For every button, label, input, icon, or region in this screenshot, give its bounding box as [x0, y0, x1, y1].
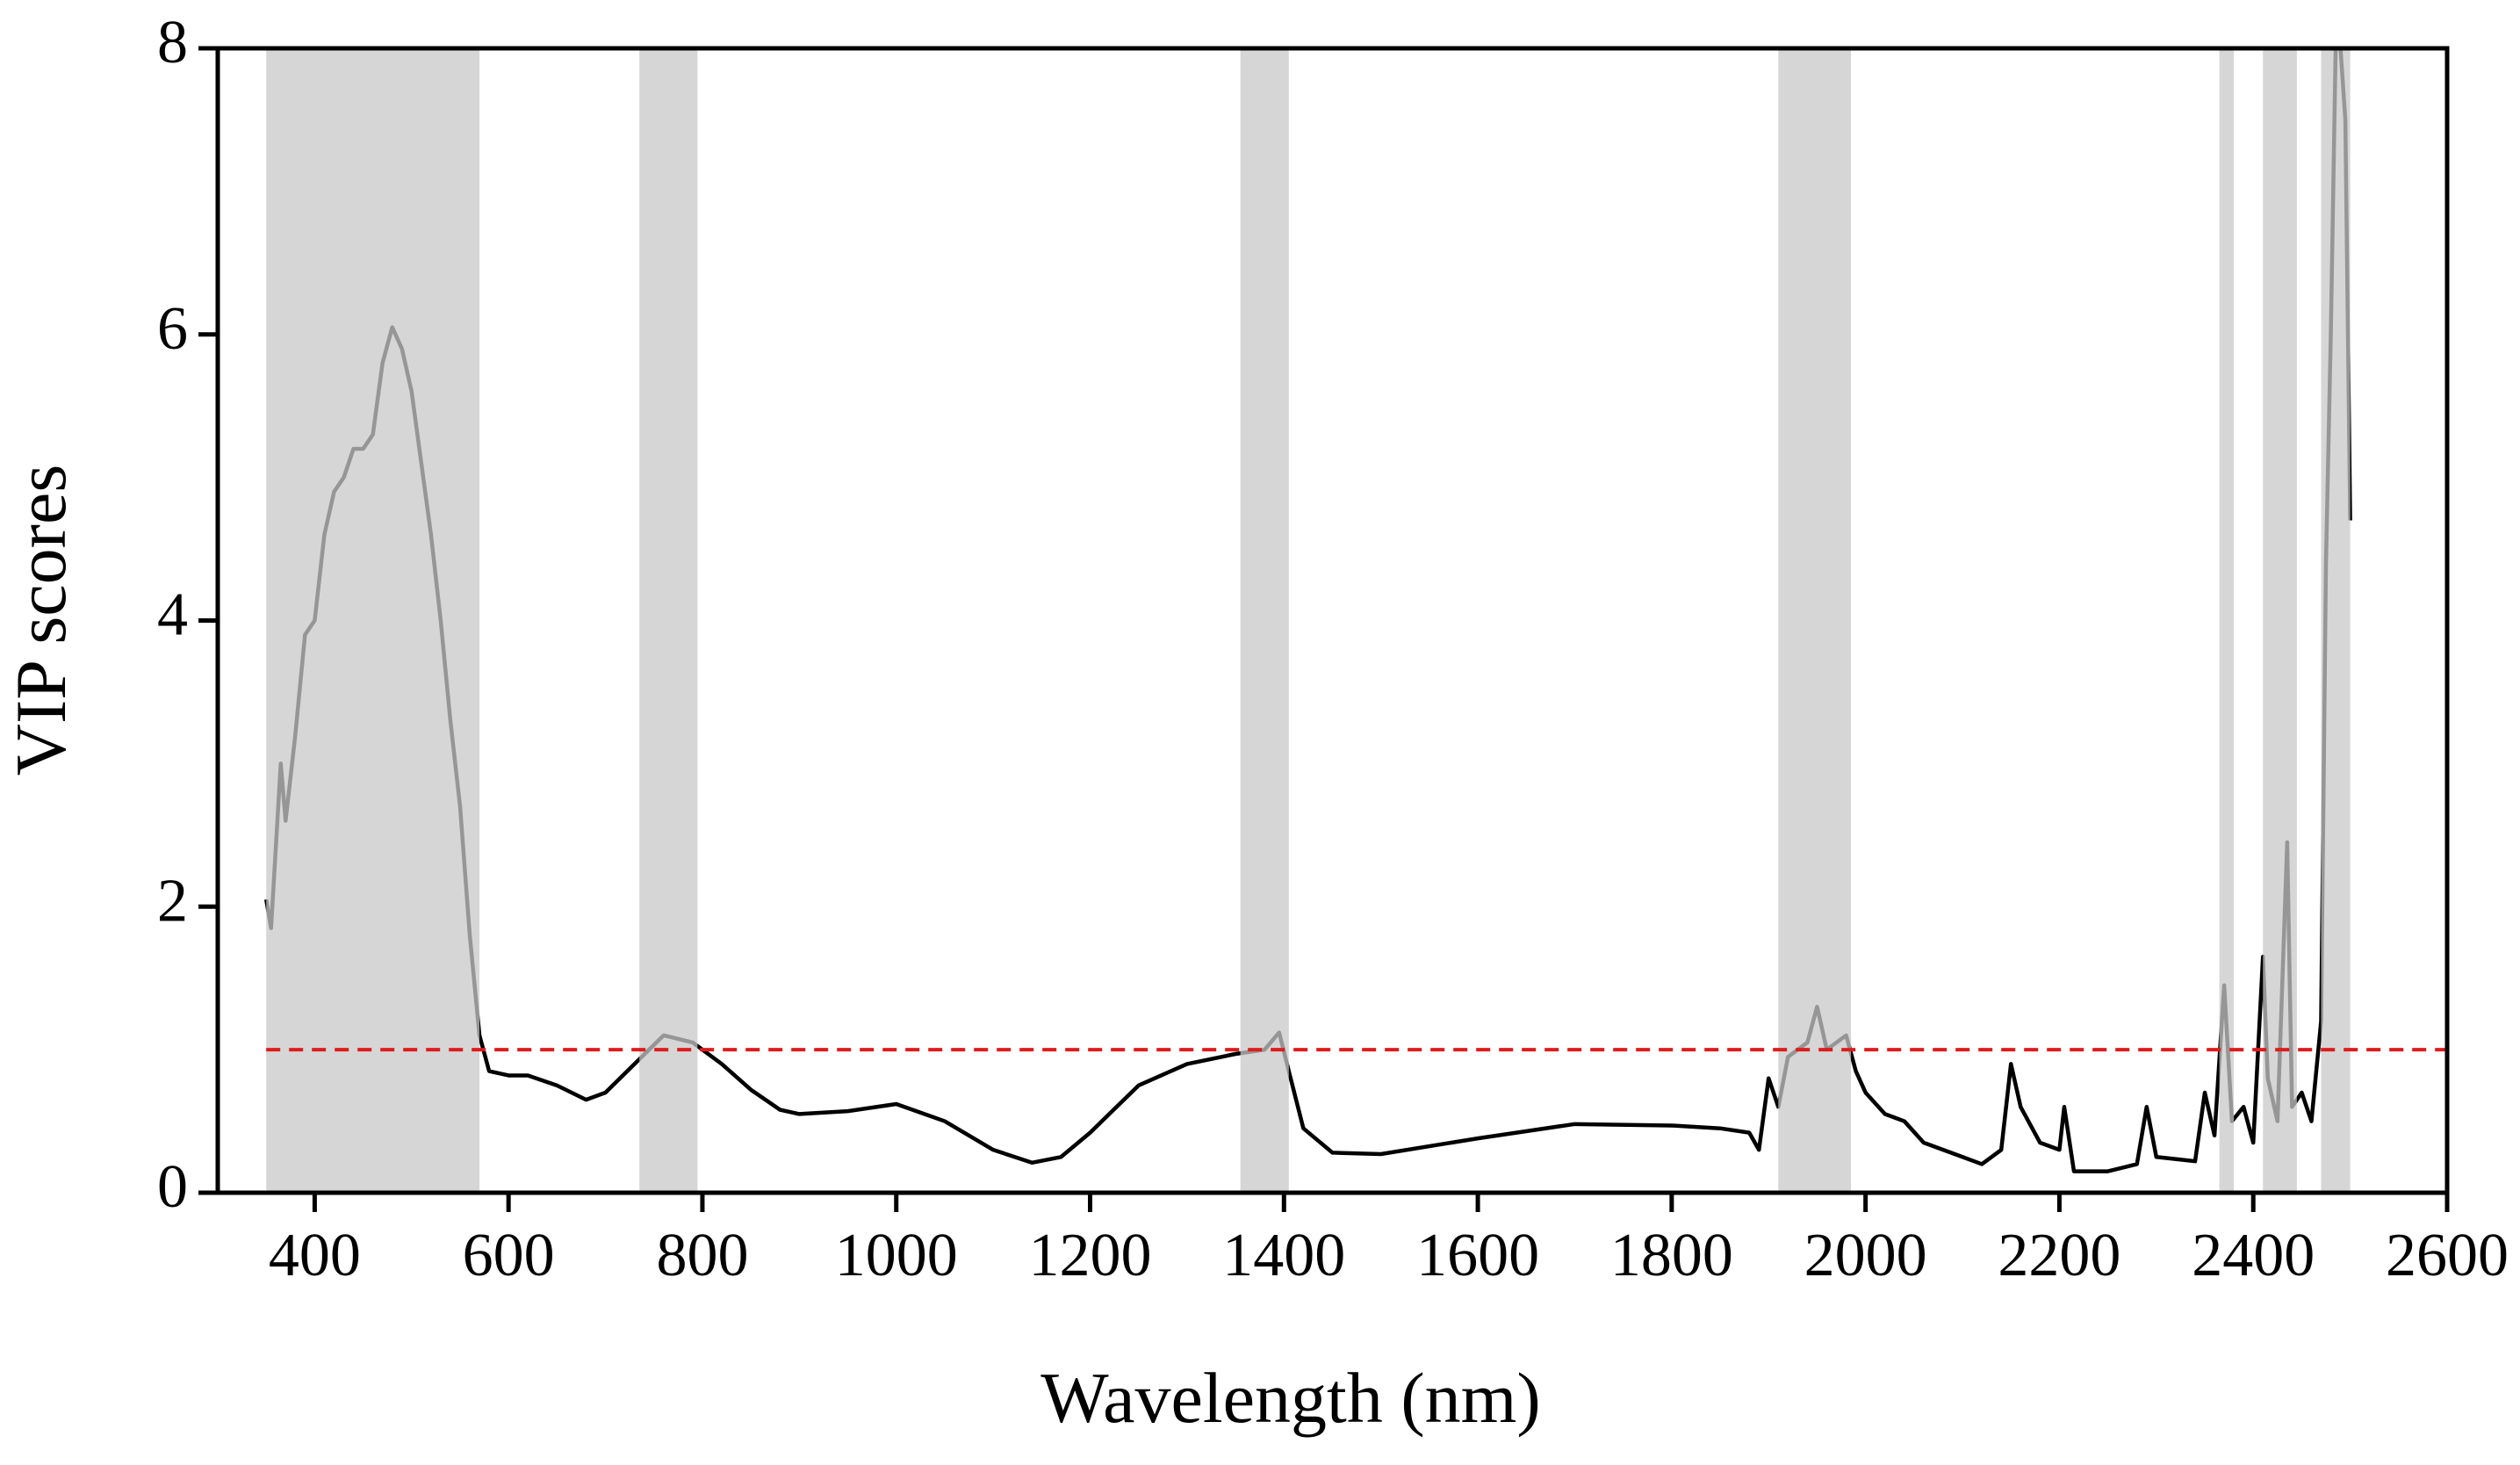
x-tick-label: 2200	[1998, 1222, 2120, 1289]
x-tick-label: 600	[463, 1222, 555, 1289]
x-tick-label: 2400	[2192, 1222, 2315, 1289]
shaded-range	[2321, 48, 2351, 1193]
y-tick-label: 4	[157, 581, 188, 649]
x-axis-title: Wavelength (nm)	[1040, 1358, 1540, 1438]
shaded-range	[2263, 48, 2297, 1193]
y-tick-label: 6	[157, 295, 188, 363]
shaded-range	[2219, 48, 2235, 1193]
shaded-range	[1778, 48, 1852, 1193]
data-line	[263, 48, 2352, 1173]
x-tick-label: 2000	[1804, 1222, 1927, 1289]
x-tick-label: 1600	[1416, 1222, 1539, 1289]
x-tick-label: 400	[269, 1222, 361, 1289]
x-tick-label: 1400	[1222, 1222, 1345, 1289]
x-tick-label: 2600	[2386, 1222, 2509, 1289]
shaded-range	[1240, 48, 1289, 1193]
y-axis-title: VIP scores	[1, 465, 81, 776]
y-tick-label: 0	[157, 1153, 188, 1221]
x-tick-label: 1000	[835, 1222, 958, 1289]
y-tick-label: 8	[157, 9, 188, 76]
plot-frame	[215, 46, 2450, 1195]
x-tick-label: 800	[656, 1222, 748, 1289]
x-tick-label: 1200	[1029, 1222, 1152, 1289]
x-tick-label: 1800	[1610, 1222, 1733, 1289]
plot-area	[263, 48, 2447, 1193]
shaded-range	[639, 48, 698, 1193]
y-tick-label: 2	[157, 867, 188, 935]
shaded-range	[266, 48, 480, 1193]
